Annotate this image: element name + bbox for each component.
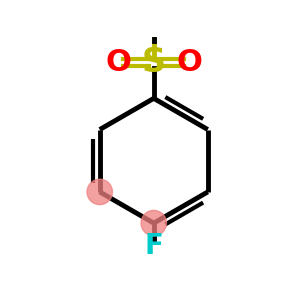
- Text: S: S: [142, 46, 166, 79]
- Circle shape: [87, 179, 112, 205]
- Text: O: O: [177, 48, 202, 77]
- Text: O: O: [105, 48, 131, 77]
- Text: F: F: [144, 232, 163, 260]
- Circle shape: [141, 210, 167, 236]
